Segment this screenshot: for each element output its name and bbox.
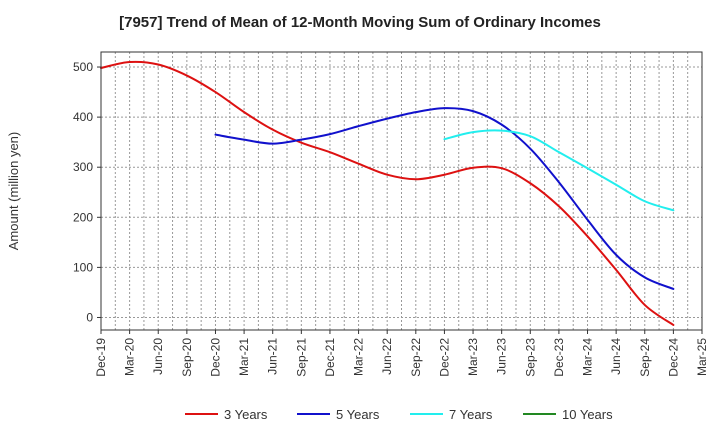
chart-title: [7957] Trend of Mean of 12-Month Moving …: [119, 14, 601, 31]
plot-frame: [100, 51, 703, 331]
x-tick-label: Jun-21: [266, 338, 280, 375]
legend-label-7-years: 7 Years: [449, 407, 493, 422]
y-tick-label: 400: [73, 110, 93, 124]
plot-background: [101, 52, 702, 330]
x-tick-label: Sep-23: [523, 338, 537, 377]
x-tick-label: Mar-20: [123, 338, 137, 376]
x-tick-label: Mar-22: [352, 338, 366, 376]
y-tick-label: 0: [86, 310, 93, 324]
x-tick-label: Mar-23: [466, 338, 480, 376]
x-tick-label: Sep-22: [409, 338, 423, 377]
x-tick-label: Jun-20: [151, 338, 165, 375]
x-tick-label: Dec-23: [552, 338, 566, 377]
x-tick-label: Sep-20: [180, 338, 194, 377]
y-axis-label: Amount (million yen): [6, 132, 21, 251]
series-line-5-years: [214, 107, 675, 290]
x-tick-label: Mar-21: [237, 338, 251, 376]
x-tick-label: Dec-19: [94, 338, 108, 377]
legend: 3 Years 5 Years 7 Years 10 Years: [185, 407, 613, 422]
x-tick-label: Mar-24: [581, 338, 595, 376]
legend-label-5-years: 5 Years: [336, 407, 380, 422]
x-tick-label: Dec-21: [323, 338, 337, 377]
x-tick-label: Jun-22: [380, 338, 394, 375]
y-axis-ticks: 0 100 200 300 400 500: [73, 60, 101, 324]
series-line-3-years: [100, 60, 675, 326]
series-line-7-years: [443, 129, 675, 212]
x-tick-label: Jun-24: [609, 338, 623, 375]
gridlines: [100, 52, 703, 330]
y-tick-label: 100: [73, 260, 93, 274]
x-tick-label: Mar-25: [695, 338, 709, 376]
y-tick-label: 200: [73, 210, 93, 224]
x-tick-label: Sep-21: [294, 338, 308, 377]
y-tick-label: 500: [73, 60, 93, 74]
legend-label-3-years: 3 Years: [224, 407, 268, 422]
x-tick-label: Jun-23: [495, 338, 509, 375]
x-tick-label: Dec-24: [666, 338, 680, 377]
x-tick-label: Sep-24: [638, 338, 652, 377]
x-tick-label: Dec-22: [437, 338, 451, 377]
x-axis-ticks: Dec-19 Mar-20 Jun-20 Sep-20 Dec-20 Mar-21 Jun-…: [94, 330, 709, 377]
x-tick-label: Dec-20: [208, 338, 222, 377]
series-lines: [100, 60, 675, 326]
legend-label-10-years: 10 Years: [562, 407, 613, 422]
y-tick-label: 300: [73, 160, 93, 174]
